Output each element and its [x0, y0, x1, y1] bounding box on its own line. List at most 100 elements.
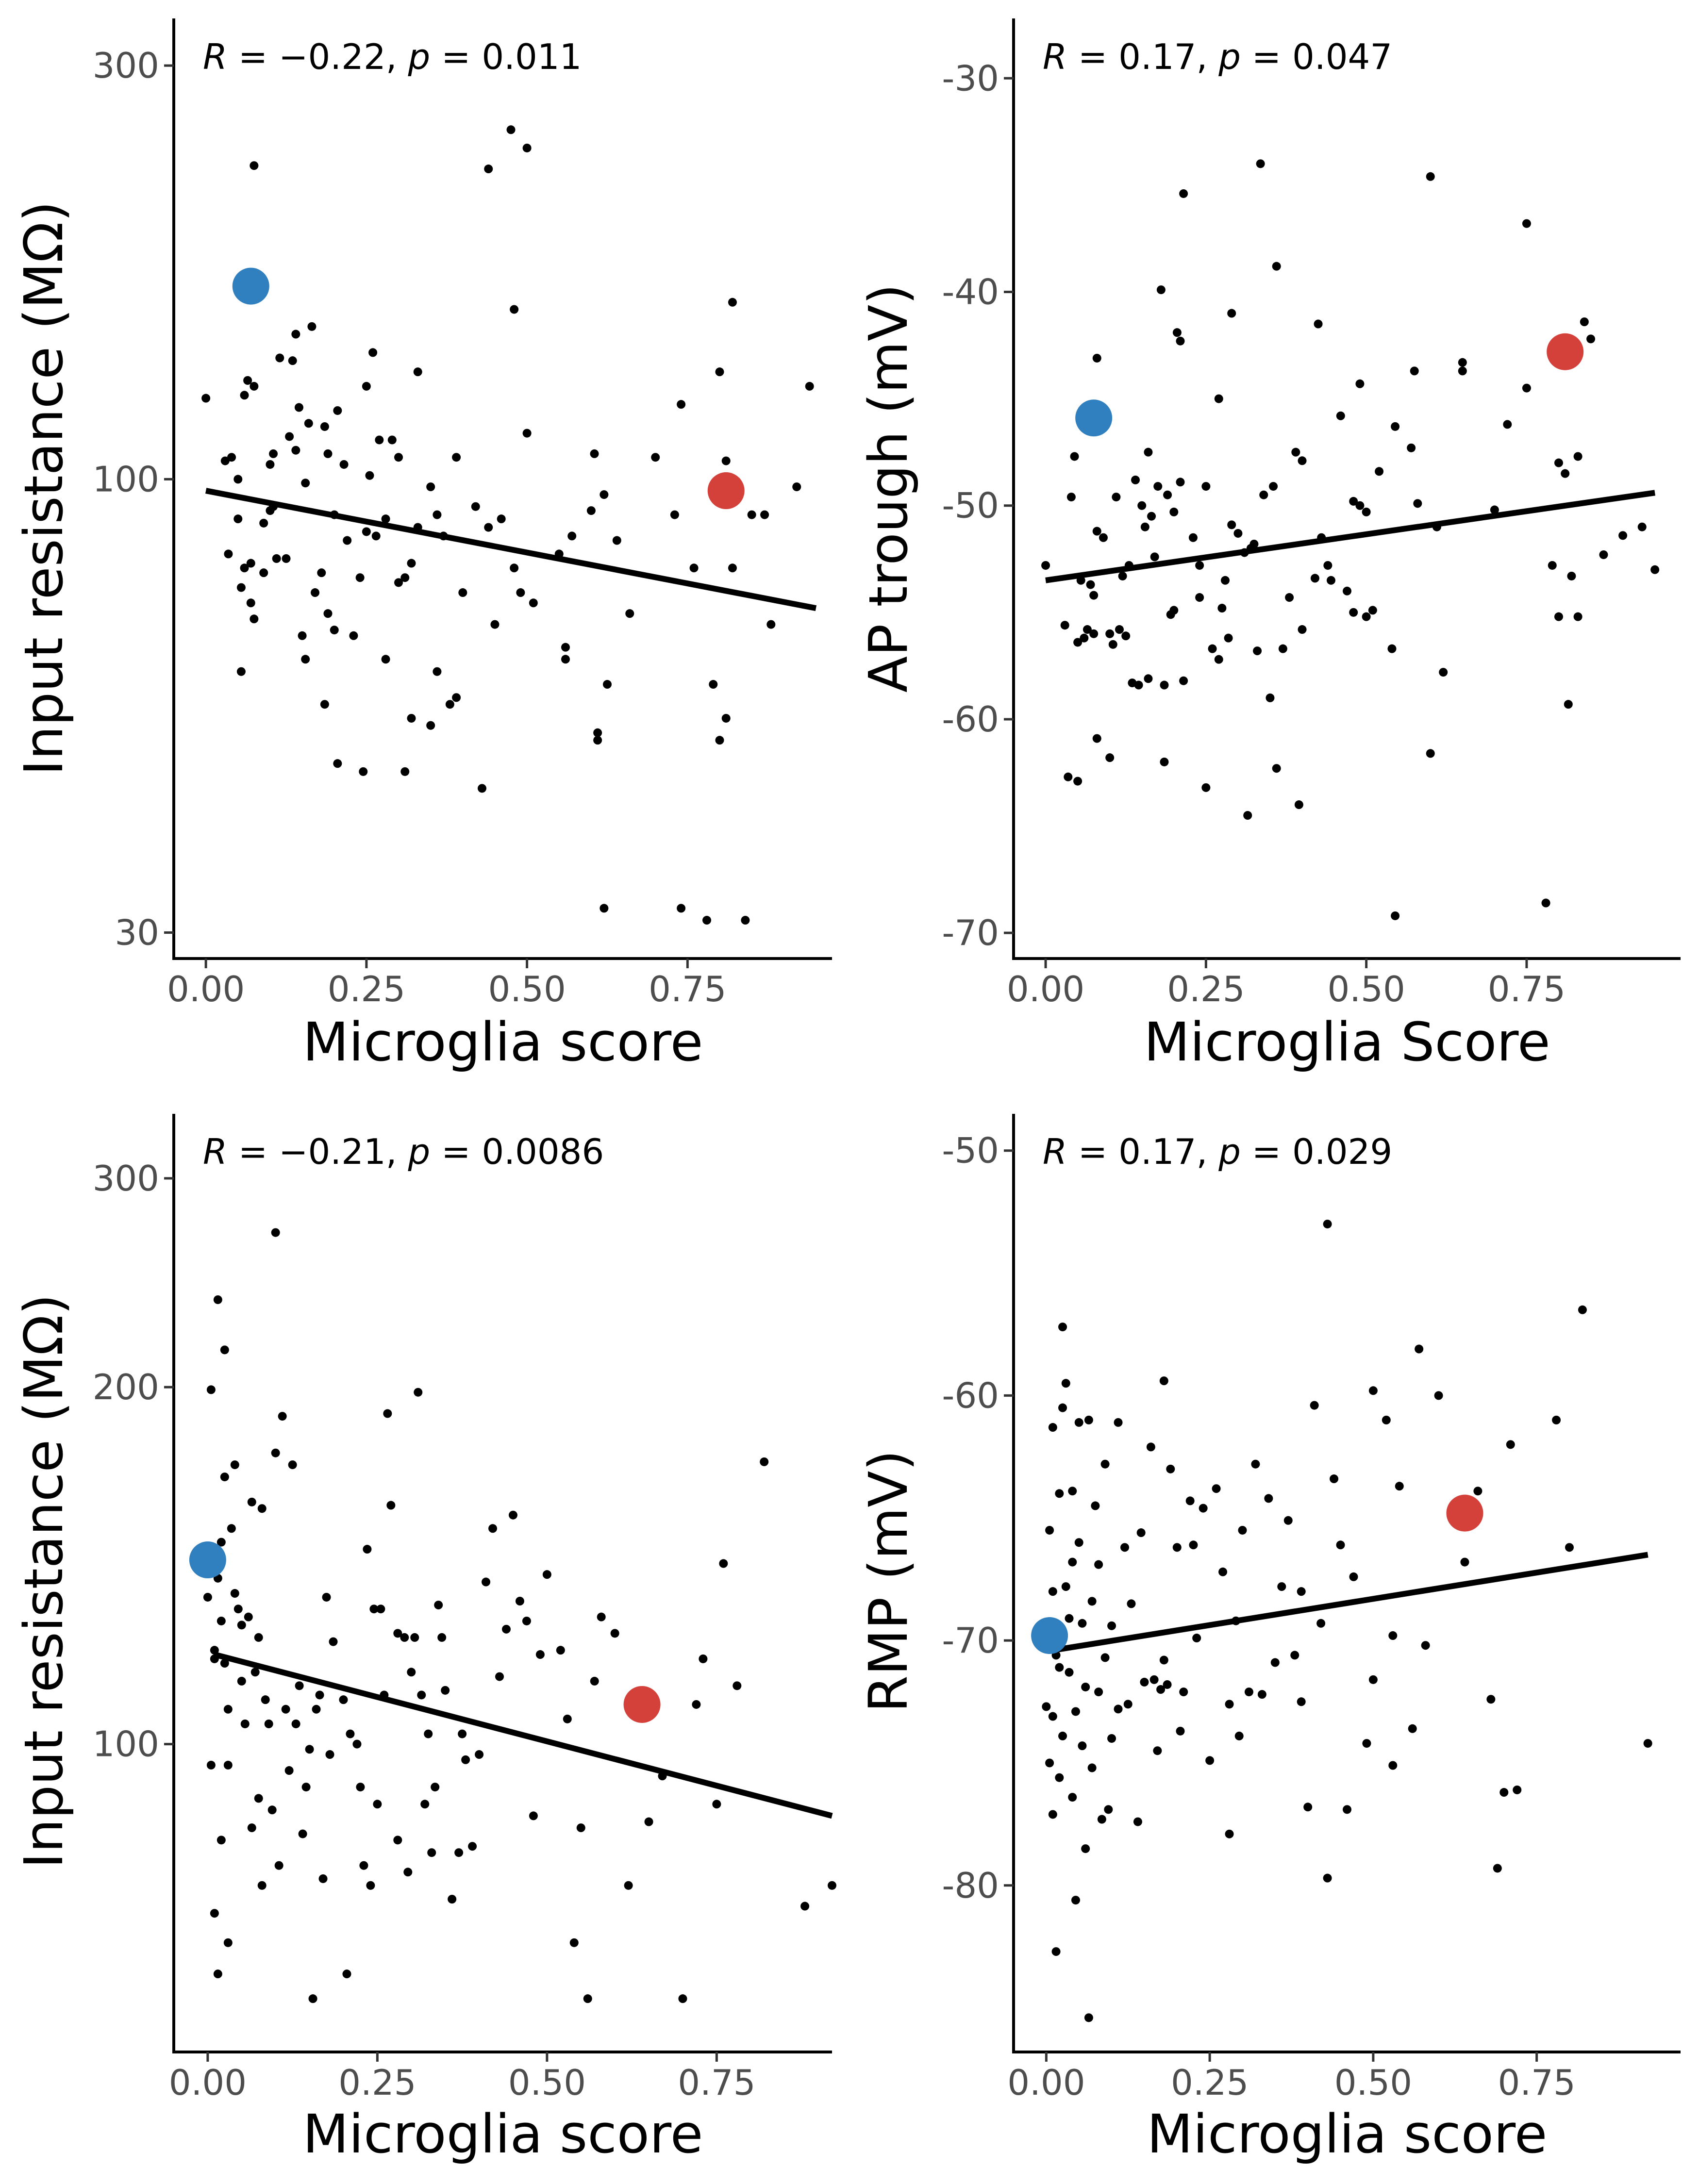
data-point [250, 381, 259, 391]
data-point [1234, 1731, 1244, 1740]
data-point [387, 435, 397, 445]
data-point [1081, 1682, 1090, 1691]
data-point [1042, 1702, 1051, 1711]
x-axis-title: Microglia score [1147, 2103, 1548, 2165]
data-point [1421, 1641, 1430, 1650]
data-point [522, 143, 532, 152]
data-point [1391, 422, 1400, 431]
data-point [1065, 1614, 1074, 1623]
data-point [441, 1686, 450, 1695]
data-point [1163, 490, 1172, 499]
data-point [282, 554, 291, 563]
x-tick-label: 0.50 [1334, 2062, 1412, 2103]
y-axis-title: Input resistance (MΩ) [13, 1294, 75, 1869]
data-point [1081, 1844, 1090, 1853]
data-point [233, 1605, 243, 1614]
data-point [362, 381, 371, 391]
data-point [315, 1690, 324, 1700]
data-point [1434, 1391, 1443, 1400]
data-point [224, 549, 233, 559]
data-point [1105, 629, 1115, 638]
data-point [424, 1729, 433, 1738]
data-point [362, 527, 371, 536]
data-point [1310, 1401, 1319, 1410]
data-point [1266, 693, 1275, 702]
data-point [236, 583, 246, 592]
data-point [1272, 764, 1281, 773]
data-point [1134, 680, 1143, 690]
data-point [1048, 1423, 1057, 1432]
data-point [1336, 1540, 1345, 1550]
data-point [1294, 800, 1303, 810]
data-point [1066, 493, 1076, 502]
panel-top-right: 0.00 0.25 0.50 0.75 -30 -40 -50 -60 -70 Microglia… [857, 18, 1681, 1073]
data-point [1522, 383, 1531, 393]
data-point [355, 573, 365, 582]
data-point [590, 1676, 599, 1686]
highlight-point-blue [1075, 399, 1113, 437]
data-point [1554, 458, 1563, 467]
data-point [366, 1881, 375, 1890]
data-point [298, 1829, 307, 1838]
data-point [677, 904, 686, 913]
data-point [1391, 911, 1400, 920]
data-point [1115, 625, 1124, 634]
data-point [747, 510, 756, 519]
data-point [1199, 1504, 1208, 1513]
data-point [213, 1969, 222, 1979]
data-point [490, 620, 500, 629]
data-point [1201, 783, 1211, 792]
data-point [1169, 507, 1179, 516]
data-point [760, 510, 769, 519]
data-point [586, 506, 596, 515]
data-point [625, 609, 634, 618]
data-point [227, 453, 236, 462]
data-point [1522, 219, 1531, 228]
data-point [434, 1601, 443, 1610]
data-point [1298, 456, 1307, 465]
data-point [261, 1695, 270, 1704]
y-tick-label: -80 [942, 1865, 999, 1906]
data-point [320, 422, 329, 431]
data-point [702, 916, 712, 925]
data-point [1565, 1543, 1574, 1552]
data-point [246, 598, 255, 608]
data-point [1650, 565, 1660, 574]
data-point [1564, 700, 1573, 709]
data-point [305, 1745, 314, 1754]
data-point [597, 1612, 606, 1621]
data-point [1108, 640, 1117, 649]
highlight-point-blue [232, 267, 269, 305]
data-point [1048, 1810, 1057, 1819]
annotation-r-value: = 0.17, [1067, 36, 1218, 77]
data-point [1238, 1525, 1247, 1535]
data-point [220, 1345, 229, 1355]
data-point [393, 1629, 402, 1638]
data-point [728, 563, 737, 573]
annotation-r-value: = −0.21, [227, 1131, 408, 1172]
data-point [1259, 490, 1268, 499]
data-point [1413, 499, 1422, 508]
data-point [1227, 309, 1236, 318]
data-point [288, 356, 297, 365]
data-point [510, 563, 519, 573]
data-point [1214, 394, 1223, 403]
data-point [1084, 1415, 1093, 1424]
data-point [1233, 529, 1243, 538]
annotation-p-value: = 0.0086 [430, 1131, 604, 1172]
data-point [1290, 1651, 1299, 1660]
regression-line [1045, 490, 1656, 583]
annotation-p-value: = 0.029 [1241, 1131, 1392, 1172]
data-point [257, 1881, 267, 1890]
regression-line [205, 488, 817, 612]
data-point [394, 453, 403, 462]
data-point [1089, 629, 1099, 638]
data-point [420, 1800, 430, 1809]
data-point [349, 631, 358, 640]
data-point [1195, 593, 1204, 602]
y-tick-label: -30 [942, 58, 999, 99]
data-point [1244, 1688, 1253, 1697]
data-point [237, 1621, 246, 1630]
data-point [233, 475, 243, 484]
data-point [223, 1760, 233, 1770]
